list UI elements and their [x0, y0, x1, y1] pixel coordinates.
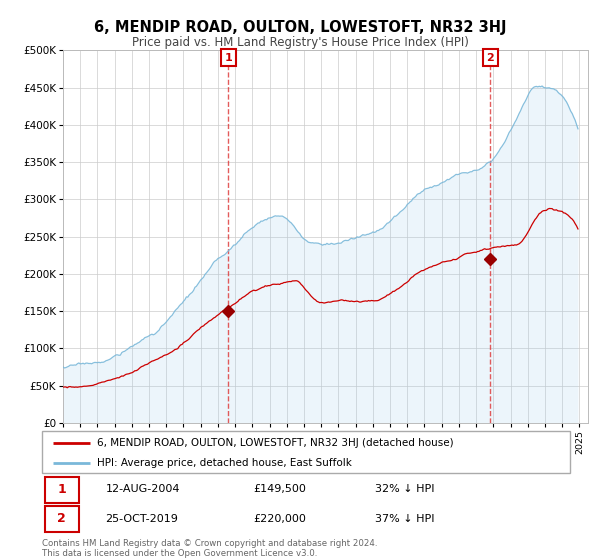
Text: 1: 1	[224, 53, 232, 63]
FancyBboxPatch shape	[44, 506, 79, 531]
FancyBboxPatch shape	[44, 477, 79, 502]
Text: 37% ↓ HPI: 37% ↓ HPI	[374, 514, 434, 524]
Text: 12-AUG-2004: 12-AUG-2004	[106, 484, 180, 494]
Text: 1: 1	[58, 483, 66, 496]
Text: Contains HM Land Registry data © Crown copyright and database right 2024.
This d: Contains HM Land Registry data © Crown c…	[42, 539, 377, 558]
Text: £149,500: £149,500	[253, 484, 306, 494]
Text: 2: 2	[487, 53, 494, 63]
Text: Price paid vs. HM Land Registry's House Price Index (HPI): Price paid vs. HM Land Registry's House …	[131, 36, 469, 49]
Text: 2: 2	[58, 512, 66, 525]
Text: 6, MENDIP ROAD, OULTON, LOWESTOFT, NR32 3HJ (detached house): 6, MENDIP ROAD, OULTON, LOWESTOFT, NR32 …	[97, 438, 454, 448]
Text: HPI: Average price, detached house, East Suffolk: HPI: Average price, detached house, East…	[97, 458, 352, 468]
Text: 6, MENDIP ROAD, OULTON, LOWESTOFT, NR32 3HJ: 6, MENDIP ROAD, OULTON, LOWESTOFT, NR32 …	[94, 20, 506, 35]
Text: 25-OCT-2019: 25-OCT-2019	[106, 514, 178, 524]
Text: £220,000: £220,000	[253, 514, 306, 524]
FancyBboxPatch shape	[42, 431, 570, 473]
Text: 32% ↓ HPI: 32% ↓ HPI	[374, 484, 434, 494]
